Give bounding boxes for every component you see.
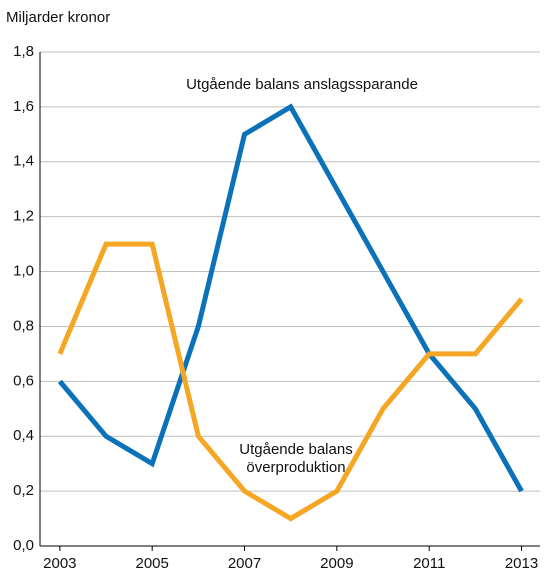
series-line — [57, 241, 524, 522]
y-tick-label: 0,4 — [13, 427, 34, 444]
series-line — [57, 103, 524, 493]
y-tick-label: 1,2 — [13, 208, 34, 225]
x-tick-label: 2011 — [413, 555, 445, 572]
y-tick-label: 1,4 — [13, 153, 34, 170]
x-tick-label: 2013 — [505, 555, 538, 572]
x-tick-label: 2007 — [228, 555, 261, 572]
annotation: Utgående balans — [239, 441, 352, 458]
y-tick-label: 0,0 — [13, 537, 34, 554]
y-tick-label: 1,6 — [13, 98, 34, 115]
x-tick-label: 2005 — [136, 555, 169, 572]
y-tick-label: 1,0 — [13, 263, 34, 280]
annotation: Utgående balans anslagssparande — [186, 76, 418, 93]
x-tick-label: 2009 — [320, 555, 353, 572]
y-axis-label: Miljarder kronor — [6, 9, 110, 26]
y-tick-label: 0,6 — [13, 372, 34, 389]
x-tick-label: 2003 — [43, 555, 76, 572]
y-tick-label: 0,8 — [13, 317, 34, 334]
y-tick-label: 1,8 — [13, 43, 34, 60]
annotation: överproduktion — [246, 459, 345, 476]
y-tick-label: 0,2 — [13, 482, 34, 499]
